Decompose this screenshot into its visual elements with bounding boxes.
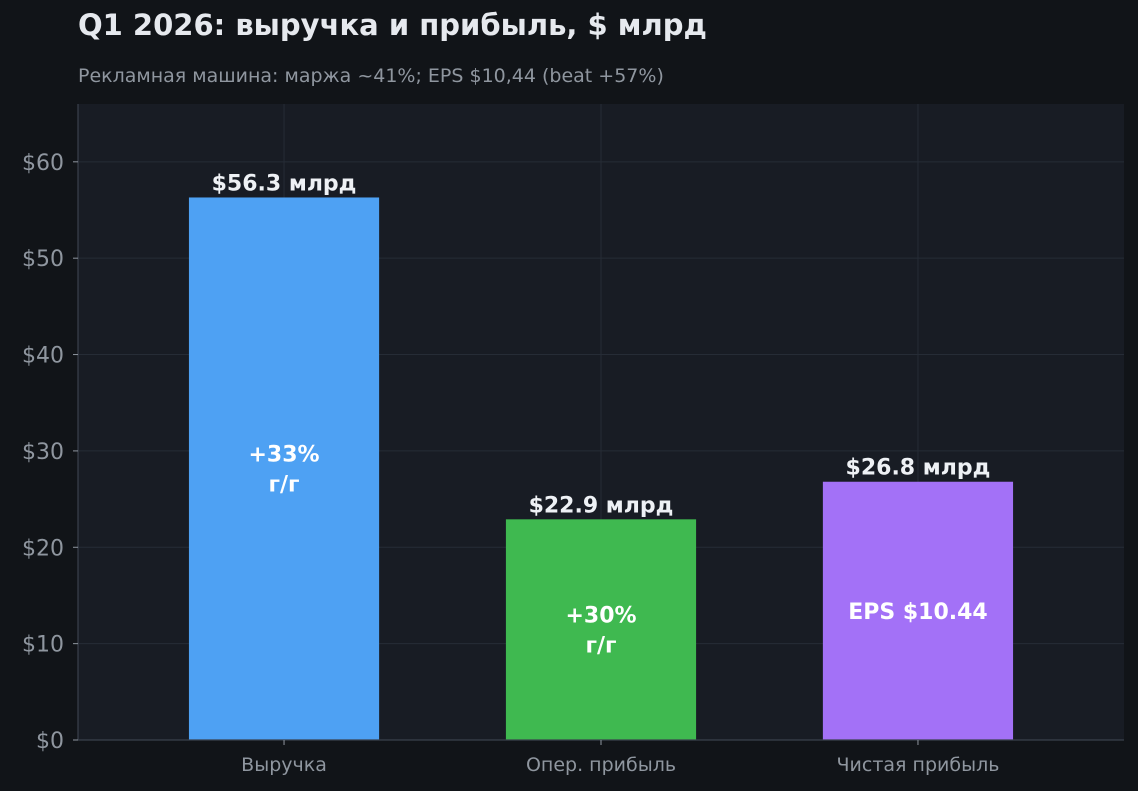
data-label: $22.9 млрд [529, 493, 674, 518]
bar [188, 197, 380, 741]
bars [188, 197, 1014, 741]
x-tick-label: Чистая прибыль [837, 754, 1000, 776]
y-tick-label: $0 [36, 729, 64, 754]
bar-annotation: +33% [248, 443, 319, 468]
bar [505, 519, 697, 740]
bar-annotation: г/г [585, 634, 616, 659]
bar [822, 481, 1014, 740]
y-tick-label: $40 [22, 344, 64, 369]
bar-annotation: EPS $10.44 [848, 600, 988, 625]
y-tick-label: $20 [22, 536, 64, 561]
y-tick-label: $60 [22, 151, 64, 176]
bar-annotation: г/г [269, 473, 300, 498]
labels: $0 $10 $20 $30 $40 $50 $60 Выручка Опер. прибыль… [22, 151, 999, 776]
data-label: $26.8 млрд [846, 456, 991, 481]
axes [73, 104, 1124, 745]
x-tick-label: Выручка [241, 754, 327, 776]
x-tick-label: Опер. прибыль [526, 754, 676, 776]
chart-title: Q1 2026: выручка и прибыль, $ млрд [78, 8, 707, 42]
chart-subtitle: Рекламная машина: маржа ~41%; EPS $10,44… [78, 65, 664, 87]
y-tick-label: $30 [22, 440, 64, 465]
y-tick-label: $50 [22, 247, 64, 272]
y-tick-label: $10 [22, 633, 64, 658]
data-label: $56.3 млрд [212, 171, 357, 196]
bar-annotation: +30% [565, 604, 636, 629]
